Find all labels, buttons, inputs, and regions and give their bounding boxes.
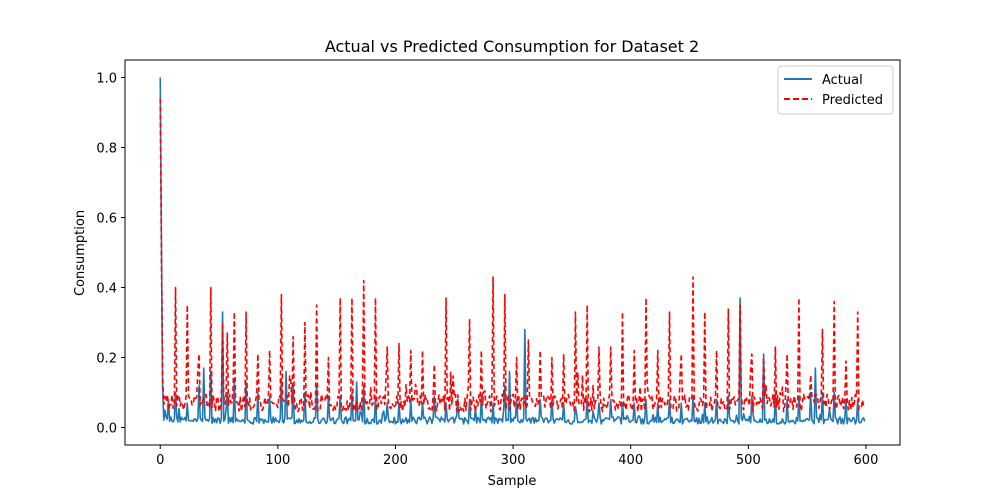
legend-label-predicted: Predicted: [822, 93, 883, 108]
x-tick-label: 100: [265, 453, 290, 468]
y-tick-label: 1.0: [96, 72, 117, 87]
y-tick-label: 0.6: [96, 212, 117, 227]
x-tick-label: 600: [854, 453, 879, 468]
x-tick-label: 200: [383, 453, 408, 468]
x-tick-label: 0: [156, 453, 164, 468]
y-tick-label: 0.0: [96, 422, 117, 437]
legend-label-actual: Actual: [822, 73, 863, 88]
x-tick-label: 400: [618, 453, 643, 468]
series-line-actual: [159, 77, 866, 425]
y-tick-label: 0.4: [96, 282, 117, 297]
plot-frame: [124, 59, 901, 446]
legend: Actual Predicted: [777, 65, 894, 115]
y-axis-label: Consumption: [73, 210, 88, 296]
y-tick-label: 0.2: [96, 352, 117, 367]
chart-title: Actual vs Predicted Consumption for Data…: [325, 37, 699, 56]
x-axis-label: Sample: [488, 474, 537, 489]
x-tick-label: 500: [736, 453, 761, 468]
plot-area: [159, 77, 866, 425]
series-line-predicted: [159, 98, 866, 413]
y-tick-label: 0.8: [96, 142, 117, 157]
x-tick-label: 300: [501, 453, 526, 468]
